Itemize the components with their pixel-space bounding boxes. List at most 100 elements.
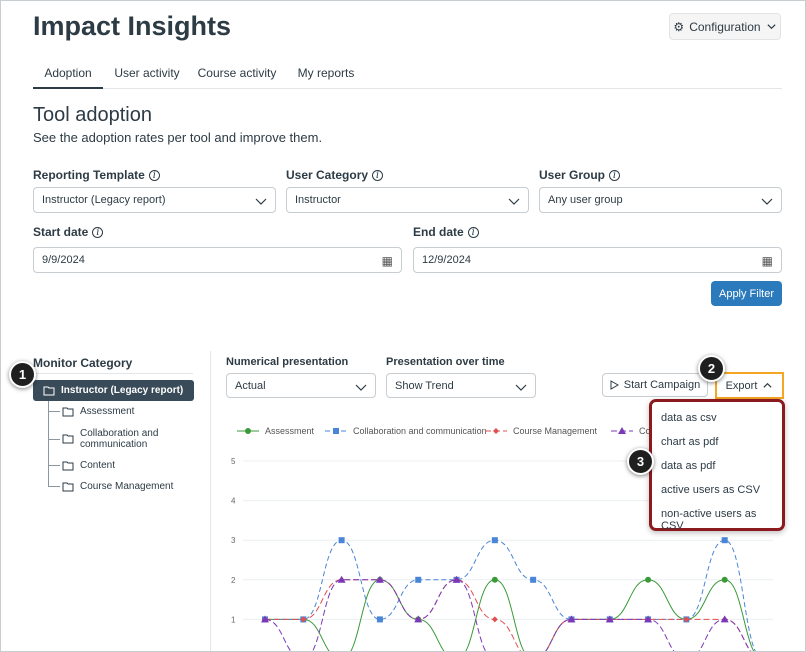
folder-icon: [62, 482, 74, 491]
user-group-select[interactable]: Any user group: [539, 187, 782, 213]
tree-item-label: Instructor (Legacy report): [61, 385, 184, 396]
data-point: [720, 615, 729, 623]
chevron-down-icon: [515, 384, 527, 391]
reporting-template-label-text: Reporting Template: [33, 168, 145, 182]
data-point: [338, 537, 345, 544]
data-point: [530, 576, 537, 583]
chevron-down-icon: [355, 384, 367, 391]
tree-branch: [48, 486, 60, 487]
export-menu: data as csv chart as pdf data as pdf act…: [649, 399, 785, 532]
configuration-button[interactable]: ⚙ Configuration: [669, 13, 781, 40]
tab-course-activity[interactable]: Course activity: [197, 66, 277, 80]
panel-divider: [210, 351, 211, 651]
play-icon: [610, 380, 619, 390]
data-point: [375, 575, 384, 583]
folder-open-icon: [43, 386, 55, 395]
tree-branch: [48, 438, 60, 440]
tree-item-label: Collaboration and communication: [80, 428, 159, 450]
end-date-label: End date i: [413, 225, 479, 239]
data-point: [300, 616, 307, 623]
folder-icon: [62, 407, 74, 416]
tab-adoption[interactable]: Adoption: [33, 59, 103, 89]
user-category-label: User Category i: [286, 168, 384, 182]
presentation-over-time-label: Presentation over time: [386, 356, 505, 368]
export-button[interactable]: Export: [715, 372, 784, 399]
data-point: [644, 615, 653, 623]
start-date-label-text: Start date: [33, 225, 89, 239]
info-icon[interactable]: i: [609, 169, 621, 181]
legend-marker: [333, 428, 339, 434]
end-date-label-text: End date: [413, 225, 464, 239]
user-category-value: Instructor: [295, 194, 341, 206]
tree-item-assessment[interactable]: Assessment: [48, 406, 134, 417]
menu-item-chart-pdf[interactable]: chart as pdf: [661, 436, 719, 448]
tree-branch: [48, 465, 60, 466]
tab-my-reports[interactable]: My reports: [297, 66, 355, 80]
data-point: [376, 616, 383, 623]
y-tick-label: 4: [231, 497, 236, 506]
legend-label: Co: [639, 426, 651, 436]
gear-icon: ⚙: [673, 19, 685, 34]
section-subtitle: See the adoption rates per tool and impr…: [33, 130, 323, 145]
page-title: Impact Insights: [33, 11, 232, 41]
folder-icon: [62, 461, 74, 470]
tab-user-activity[interactable]: User activity: [114, 66, 180, 80]
info-icon[interactable]: i: [372, 169, 384, 181]
tree-connector: [48, 401, 49, 487]
menu-item-non-active-users-csv[interactable]: non-active users as CSV: [661, 508, 757, 532]
user-category-select[interactable]: Instructor: [286, 187, 529, 213]
presentation-over-time-select[interactable]: Show Trend: [386, 373, 536, 398]
series-line: [265, 539, 756, 651]
y-tick-label: 2: [231, 576, 236, 585]
data-point: [605, 615, 614, 623]
legend-marker: [493, 428, 499, 434]
data-point: [645, 576, 652, 583]
start-campaign-label: Start Campaign: [623, 379, 701, 391]
start-campaign-button[interactable]: Start Campaign: [602, 373, 708, 397]
folder-icon: [62, 434, 74, 444]
user-category-label-text: User Category: [286, 168, 369, 182]
legend-label: Course Management: [513, 426, 598, 436]
data-point: [415, 576, 422, 583]
data-point: [261, 615, 269, 623]
menu-item-data-pdf[interactable]: data as pdf: [661, 460, 716, 472]
data-point: [491, 576, 498, 583]
numerical-presentation-label: Numerical presentation: [226, 356, 349, 368]
user-group-label: User Group i: [539, 168, 621, 182]
tree-item-label: Content: [80, 460, 116, 471]
start-date-input[interactable]: 9/9/2024 ▦: [33, 247, 402, 273]
y-tick-label: 1: [231, 615, 236, 624]
calendar-icon[interactable]: ▦: [761, 254, 773, 268]
tree-item-instructor[interactable]: Instructor (Legacy report): [33, 380, 194, 401]
info-icon[interactable]: i: [92, 226, 104, 238]
y-tick-label: 5: [231, 457, 236, 466]
info-icon[interactable]: i: [467, 226, 479, 238]
reporting-template-select[interactable]: Instructor (Legacy report): [33, 187, 276, 213]
menu-item-active-users-csv[interactable]: active users as CSV: [661, 484, 761, 496]
user-group-label-text: User Group: [539, 168, 606, 182]
monitor-category-label: Monitor Category: [33, 356, 133, 370]
legend-label: Collaboration and communication: [353, 426, 487, 436]
numerical-presentation-select[interactable]: Actual: [226, 373, 376, 398]
end-date-input[interactable]: 12/9/2024 ▦: [413, 247, 782, 273]
end-date-value: 12/9/2024: [422, 254, 471, 266]
chevron-up-icon: [763, 382, 772, 388]
info-icon[interactable]: i: [148, 169, 160, 181]
chevron-down-icon: [255, 198, 267, 205]
tree-item-course-management[interactable]: Course Management: [48, 481, 173, 492]
menu-item-data-csv[interactable]: data as csv: [661, 412, 717, 424]
data-point: [567, 615, 576, 623]
tree-item-collaboration[interactable]: Collaboration and communication: [48, 428, 170, 450]
legend-label: Assessment: [265, 426, 315, 436]
apply-filter-button[interactable]: Apply Filter: [711, 281, 782, 306]
chevron-down-icon: [766, 24, 776, 30]
start-date-label: Start date i: [33, 225, 104, 239]
chevron-down-icon: [508, 198, 520, 205]
tree-item-content[interactable]: Content: [48, 460, 115, 471]
reporting-template-label: Reporting Template i: [33, 168, 160, 182]
calendar-icon[interactable]: ▦: [381, 254, 393, 268]
presentation-over-time-value: Show Trend: [395, 379, 454, 392]
series-line: [265, 579, 755, 651]
data-point: [491, 537, 498, 544]
